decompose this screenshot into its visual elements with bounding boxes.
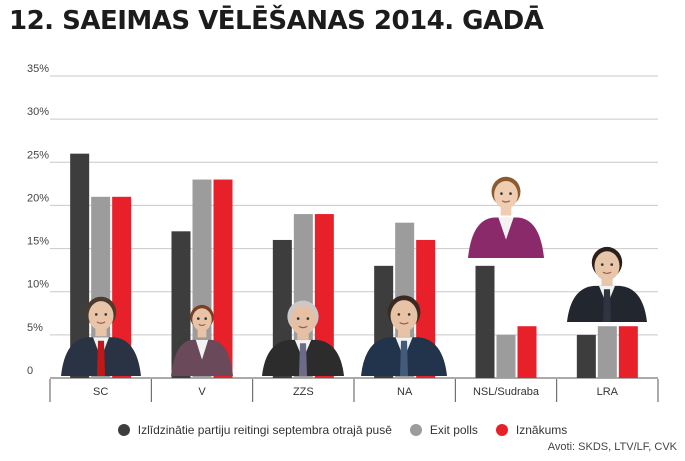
bar: [171, 231, 191, 378]
y-tick-label: 5%: [27, 322, 43, 334]
portrait-eye: [94, 313, 98, 316]
bar: [517, 326, 537, 378]
y-tick-label: 20%: [27, 192, 49, 204]
portrait-eye: [306, 317, 310, 320]
portrait-eye: [104, 313, 108, 316]
portrait-face: [594, 251, 620, 281]
portrait-face: [290, 304, 316, 336]
portrait-eye: [407, 313, 411, 316]
y-tick-label: 0: [27, 365, 33, 377]
bar: [70, 153, 90, 378]
portrait-photo: [61, 296, 141, 376]
portrait-face: [192, 308, 212, 332]
legend-label-ratings: Izlīdzinātie partiju reitingi septembra …: [137, 423, 392, 437]
y-tick-label: 10%: [27, 279, 49, 291]
portrait-tie: [299, 343, 307, 376]
portrait-tie: [400, 340, 408, 376]
portrait-eye: [500, 192, 503, 195]
portrait-eye: [610, 263, 614, 266]
portrait-tie: [603, 289, 611, 322]
portrait-tie: [97, 340, 105, 376]
legend-swatch-ratings: [117, 424, 130, 436]
category-label: ZZS: [293, 386, 314, 398]
legend-label-results: Iznākums: [515, 423, 568, 437]
portrait-mouth: [96, 321, 106, 324]
category-label: LRA: [597, 386, 619, 398]
portrait-eye: [204, 317, 207, 320]
portrait-photo: [262, 300, 344, 376]
portrait-mouth: [298, 325, 308, 329]
portrait-photo: [468, 176, 544, 258]
portrait-eye: [397, 313, 401, 316]
source-note: Avoti: SKDS, LTV/LF, CVK: [547, 441, 677, 453]
portrait-mouth: [399, 321, 409, 325]
y-tick-label: 25%: [27, 149, 49, 161]
category-label: V: [198, 386, 206, 398]
legend-label-exit-polls: Exit polls: [429, 423, 478, 437]
legend-item-results: Iznākums: [495, 423, 568, 437]
portrait-mouth: [501, 200, 511, 203]
portrait-face: [390, 300, 418, 332]
bar: [618, 326, 638, 378]
category-label: NSL/Sudraba: [473, 386, 540, 398]
bar: [213, 179, 233, 378]
y-tick-label: 15%: [27, 236, 49, 248]
legend-swatch-results: [495, 424, 508, 436]
portrait-face: [88, 301, 114, 331]
portrait-face: [494, 180, 518, 209]
portrait-eye: [600, 263, 604, 266]
portrait-mouth: [602, 271, 612, 275]
category-label: NA: [397, 386, 413, 398]
legend-item-exit-polls: Exit polls: [409, 423, 478, 437]
legend: Izlīdzinātie partiju reitingi septembra …: [0, 423, 685, 437]
y-tick-label: 35%: [27, 63, 49, 75]
legend-swatch-exit-polls: [409, 424, 422, 436]
portrait-photo: [567, 246, 647, 322]
y-tick-label: 30%: [27, 106, 49, 118]
bar: [496, 334, 516, 378]
portrait-eye: [197, 317, 200, 320]
portrait-neck: [500, 202, 512, 216]
bar: [576, 334, 596, 378]
portrait-collar: [195, 339, 209, 360]
portrait-photo: [171, 304, 233, 376]
portrait-collar: [498, 217, 514, 240]
portrait-photo: [361, 295, 447, 376]
category-label: SC: [93, 386, 108, 398]
portrait-eye: [509, 192, 512, 195]
bar: [597, 326, 617, 378]
chart-title: 12. SAEIMAS VĒLĒŠANAS 2014. GADĀ: [9, 6, 544, 36]
bar: [475, 265, 495, 378]
bar: [112, 196, 132, 378]
portrait-eye: [296, 317, 300, 320]
portrait-mouth: [198, 323, 206, 327]
bar: [314, 214, 334, 378]
legend-item-ratings: Izlīdzinātie partiju reitingi septembra …: [117, 423, 392, 437]
portrait-neck: [197, 325, 207, 338]
